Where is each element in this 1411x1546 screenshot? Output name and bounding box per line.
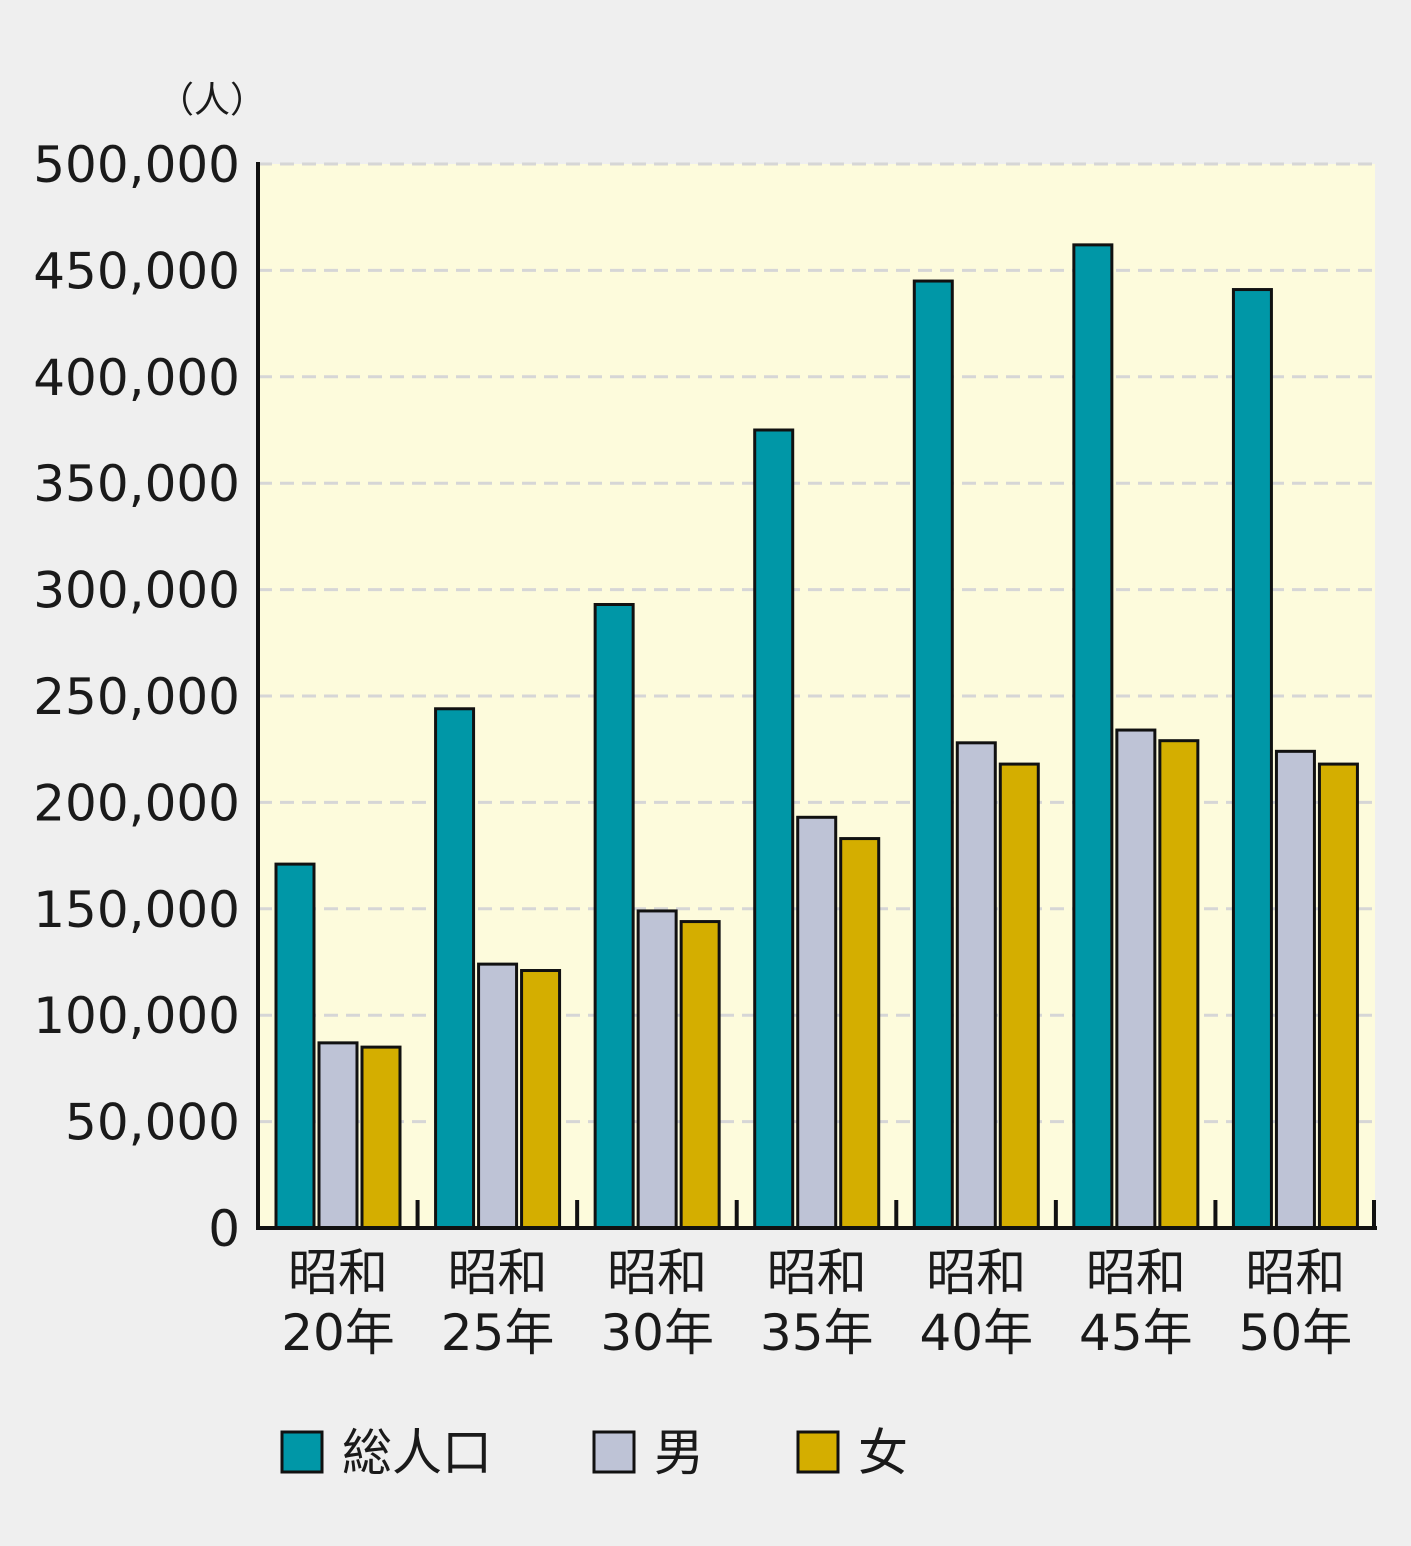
y-tick-label: 250,000 bbox=[33, 668, 240, 726]
legend-label: 女 bbox=[858, 1424, 908, 1482]
x-category-label: 35年 bbox=[760, 1304, 874, 1362]
bar-male bbox=[317, 1041, 359, 1230]
x-category-label: 昭和 bbox=[926, 1244, 1026, 1302]
x-category-label: 30年 bbox=[600, 1304, 714, 1362]
bar-female bbox=[1317, 762, 1359, 1230]
bars bbox=[274, 243, 1359, 1230]
axes bbox=[256, 162, 1377, 1230]
bar-male bbox=[477, 962, 519, 1230]
bar-total bbox=[434, 707, 476, 1230]
legend-label: 男 bbox=[654, 1424, 704, 1482]
x-category-label: 25年 bbox=[441, 1304, 555, 1362]
y-tick-label: 100,000 bbox=[33, 987, 240, 1045]
bar-total bbox=[1072, 243, 1114, 1230]
y-tick-label: 50,000 bbox=[65, 1094, 240, 1152]
bar-female bbox=[1158, 739, 1200, 1230]
bar-total bbox=[274, 862, 316, 1230]
legend-label: 総人口 bbox=[342, 1424, 492, 1482]
bar-female bbox=[520, 969, 562, 1230]
y-tick-label: 0 bbox=[208, 1200, 240, 1258]
bar-female bbox=[679, 920, 721, 1230]
bar-total bbox=[593, 602, 635, 1230]
legend-swatch bbox=[592, 1430, 636, 1474]
bar-male bbox=[955, 741, 997, 1230]
y-tick-label: 400,000 bbox=[33, 349, 240, 407]
bar-male bbox=[636, 909, 678, 1230]
legend-swatch bbox=[796, 1430, 840, 1474]
bar-female bbox=[360, 1045, 402, 1230]
y-unit-label: （人） bbox=[158, 80, 266, 121]
legend-swatch bbox=[280, 1430, 324, 1474]
bar-male bbox=[796, 815, 838, 1230]
x-category-label: 昭和 bbox=[448, 1244, 548, 1302]
x-category-label: 20年 bbox=[281, 1304, 395, 1362]
x-category-label: 50年 bbox=[1239, 1304, 1353, 1362]
legend: 総人口 男 女 bbox=[280, 1424, 908, 1482]
x-category-label: 昭和 bbox=[767, 1244, 867, 1302]
bar-total bbox=[1231, 288, 1273, 1230]
y-tick-label: 300,000 bbox=[33, 562, 240, 620]
x-category-label: 昭和 bbox=[288, 1244, 388, 1302]
bar-total bbox=[753, 428, 795, 1230]
y-tick-label: 500,000 bbox=[33, 136, 240, 194]
x-axis-ticks bbox=[415, 1200, 1376, 1228]
bar-male bbox=[1115, 728, 1157, 1230]
y-tick-label: 150,000 bbox=[33, 881, 240, 939]
y-axis-tick-labels: 0 50,000 100,000 150,000 200,000 250,000 300,0… bbox=[33, 136, 240, 1258]
x-category-label: 昭和 bbox=[1086, 1244, 1186, 1302]
bar-female bbox=[998, 762, 1040, 1230]
bar-female bbox=[839, 837, 881, 1230]
y-tick-label: 200,000 bbox=[33, 774, 240, 832]
bar-male bbox=[1274, 749, 1316, 1230]
x-category-label: 昭和 bbox=[607, 1244, 707, 1302]
y-tick-label: 350,000 bbox=[33, 455, 240, 513]
x-category-label: 40年 bbox=[919, 1304, 1033, 1362]
x-category-label: 45年 bbox=[1079, 1304, 1193, 1362]
y-tick-label: 450,000 bbox=[33, 242, 240, 300]
bar-total bbox=[912, 279, 954, 1230]
x-category-label: 昭和 bbox=[1245, 1244, 1345, 1302]
